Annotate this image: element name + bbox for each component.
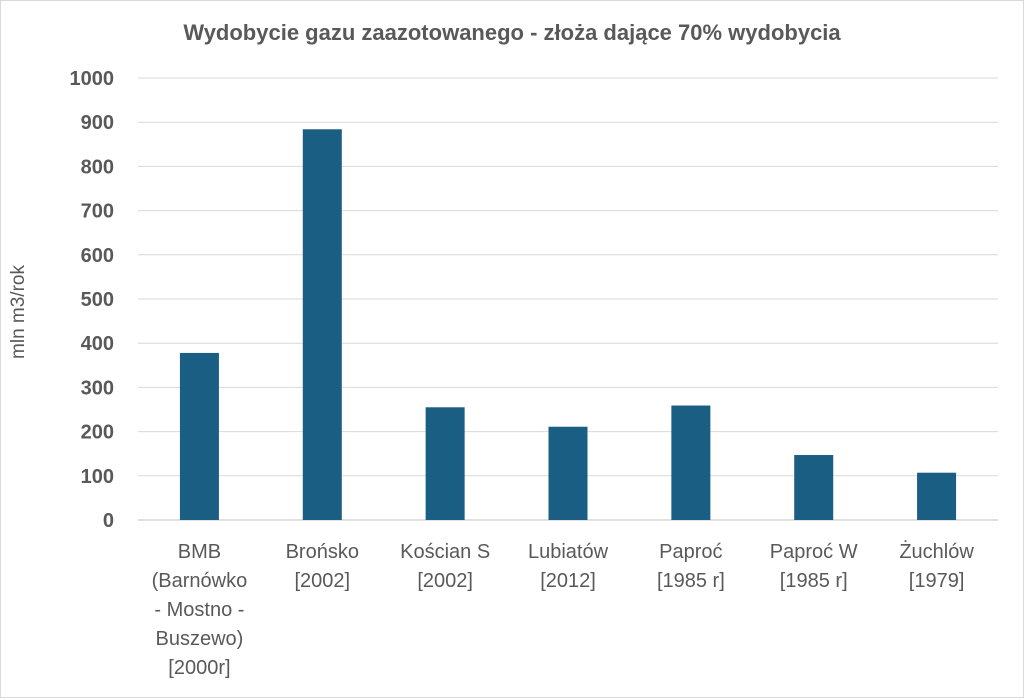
x-tick-label: Brońsko: [286, 541, 359, 563]
x-tick-label: Żuchlów: [899, 540, 974, 563]
bar: [917, 472, 957, 520]
y-tick-label: 500: [81, 289, 114, 311]
y-tick-label: 400: [81, 333, 114, 355]
bar: [302, 129, 342, 520]
x-tick-label: (Barnówko: [152, 570, 248, 592]
bar: [794, 455, 834, 520]
chart-title: Wydobycie gazu zaazotowanego - złoża daj…: [183, 20, 841, 45]
x-tick-label: Buszewo): [156, 628, 244, 650]
x-tick-label: BMB: [178, 541, 221, 563]
y-tick-label: 800: [81, 156, 114, 178]
y-tick-label: 200: [81, 422, 114, 444]
x-tick-label: [1985 r]: [657, 570, 725, 592]
y-tick-label: 700: [81, 201, 114, 223]
bar: [179, 352, 219, 520]
x-tick-label: [1979]: [909, 570, 965, 592]
bar: [671, 405, 711, 520]
y-tick-label: 1000: [70, 68, 115, 90]
x-tick-label: [1985 r]: [780, 570, 848, 592]
x-tick-label: - Mostno -: [154, 599, 244, 621]
x-tick-label: Lubiatów: [528, 541, 609, 563]
x-tick-label: [2000r]: [168, 657, 230, 679]
x-tick-label: Paproć: [659, 541, 722, 563]
bar: [425, 407, 465, 520]
y-tick-label: 100: [81, 466, 114, 488]
y-tick-label: 600: [81, 245, 114, 267]
x-tick-label: Kościan S: [400, 541, 490, 563]
x-tick-label: [2012]: [540, 570, 596, 592]
y-tick-label: 300: [81, 377, 114, 399]
y-tick-label: 900: [81, 112, 114, 134]
x-tick-label: Paproć W: [770, 541, 858, 563]
y-tick-label: 0: [103, 510, 114, 532]
x-tick-label: [2002]: [294, 570, 350, 592]
x-tick-label: [2002]: [417, 570, 473, 592]
bar: [548, 426, 588, 520]
